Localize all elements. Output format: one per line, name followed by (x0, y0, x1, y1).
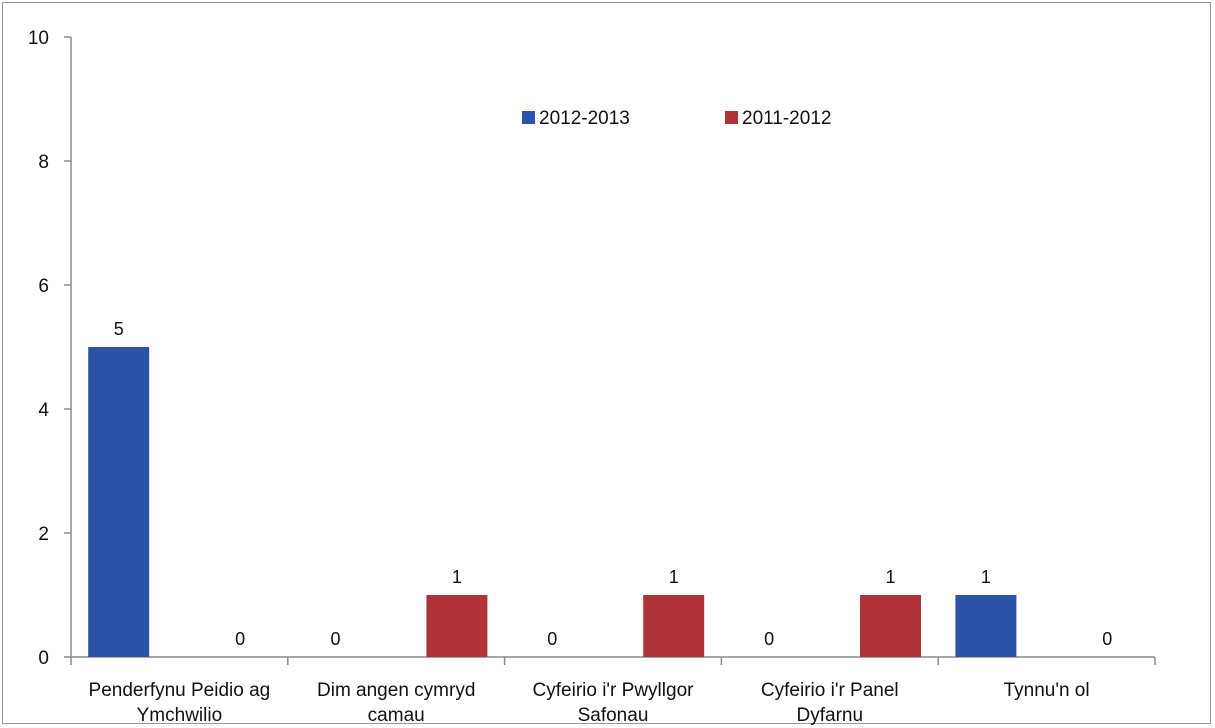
category-label-line: Ymchwilio (137, 705, 223, 726)
data-label: 1 (885, 567, 895, 587)
y-tick-label: 2 (38, 524, 49, 545)
bar (955, 595, 1017, 657)
bar (88, 347, 150, 657)
y-tick-label: 8 (38, 152, 49, 173)
y-tick-label: 4 (38, 400, 49, 421)
category-label: Penderfynu Peidio ag Ymchwilio (89, 680, 271, 726)
labels: Penderfynu Peidio ag Ymchwilio Dim angen c… (89, 319, 1113, 726)
data-label: 0 (235, 629, 245, 649)
category-label-line: Penderfynu Peidio ag (89, 680, 271, 701)
data-label: 0 (547, 629, 557, 649)
data-label: 0 (1102, 629, 1112, 649)
data-label: 1 (452, 567, 462, 587)
bar (860, 595, 922, 657)
legend-label: 2012-2013 (539, 108, 630, 129)
bar (426, 595, 488, 657)
category-label: Cyfeirio i'r Pwyllgor Safonau (533, 680, 695, 726)
bars (88, 347, 1017, 657)
category-label-line: Dim angen cymryd (317, 680, 475, 701)
y-tick-label: 10 (28, 28, 49, 49)
category-label: Tynnu'n ol (1004, 680, 1090, 701)
data-label: 0 (330, 629, 340, 649)
data-label: 1 (981, 567, 991, 587)
legend-label: 2011-2012 (742, 108, 831, 129)
y-tick-label: 6 (38, 276, 49, 297)
data-label: 0 (764, 629, 774, 649)
category-label-line: Cyfeirio i'r Panel (761, 680, 899, 701)
y-tick-label: 0 (38, 648, 49, 669)
category-label: Dim angen cymryd camau (317, 680, 475, 726)
category-label-line: Tynnu'n ol (1004, 680, 1090, 701)
legend-swatch (725, 111, 738, 124)
category-label-line: Dyfarnu (797, 705, 864, 726)
legend: 2012-2013 2011-2012 (522, 108, 831, 129)
data-label: 1 (669, 567, 679, 587)
bar (643, 595, 705, 657)
category-label-line: Cyfeirio i'r Pwyllgor (533, 680, 695, 701)
legend-swatch (522, 111, 535, 124)
category-label: Cyfeirio i'r Panel Dyfarnu (761, 680, 899, 726)
category-label-line: Safonau (578, 705, 649, 726)
category-label-line: camau (368, 705, 425, 726)
data-label: 5 (114, 319, 124, 339)
